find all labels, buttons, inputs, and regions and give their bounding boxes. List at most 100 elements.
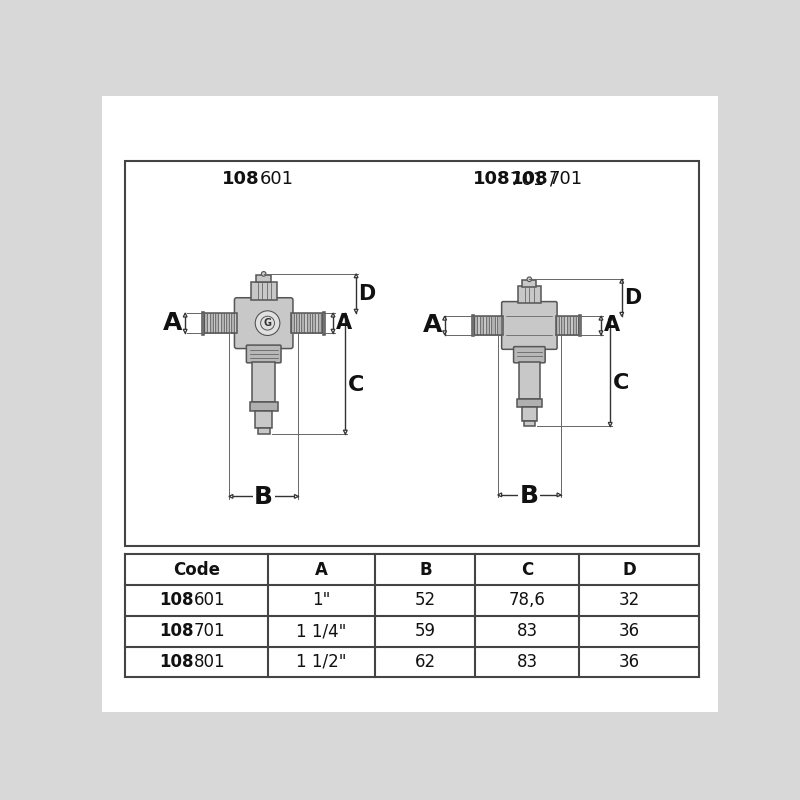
Polygon shape [442,331,446,334]
Bar [518,286,541,303]
Text: 108: 108 [159,591,194,610]
Bar [205,313,237,333]
Text: C: C [613,373,629,393]
Bar [290,313,294,333]
Bar [573,316,576,334]
Polygon shape [331,313,335,317]
Polygon shape [620,279,624,283]
Polygon shape [354,310,358,313]
Polygon shape [498,493,502,497]
Text: A: A [422,314,442,338]
Bar [290,313,323,333]
Bar [524,421,534,426]
Circle shape [527,277,532,282]
Polygon shape [608,316,612,320]
Bar [290,313,323,333]
Bar [555,316,578,334]
Polygon shape [608,422,612,426]
Text: A: A [315,561,328,578]
Bar [578,314,581,336]
Bar [258,428,270,434]
Bar [255,411,272,428]
Bar [307,313,310,333]
Bar [472,314,474,336]
Bar [256,274,271,282]
Bar [480,316,483,334]
Text: 78,6: 78,6 [509,591,546,610]
Text: A: A [336,313,352,333]
FancyBboxPatch shape [514,346,545,363]
Polygon shape [343,313,347,317]
Bar [226,313,229,333]
Bar [474,316,503,334]
Text: B: B [419,561,432,578]
Polygon shape [183,313,187,317]
Text: 83: 83 [517,622,538,640]
Bar [318,313,321,333]
Bar [517,398,542,407]
Circle shape [262,271,266,276]
Text: A: A [604,315,620,335]
Bar [210,313,213,333]
Text: 36: 36 [619,653,640,671]
Text: D: D [622,561,636,578]
Text: 108: 108 [159,653,194,671]
Bar [474,316,477,334]
Polygon shape [620,312,624,316]
Polygon shape [442,316,446,320]
Text: 52: 52 [415,591,436,610]
Text: 1": 1" [312,591,330,610]
Bar [252,362,275,402]
Bar [562,316,565,334]
Text: D: D [624,288,641,308]
FancyBboxPatch shape [234,298,293,349]
Bar [491,316,494,334]
Bar [221,313,223,333]
Text: 601: 601 [194,591,226,610]
Text: 701: 701 [549,170,582,188]
Text: 62: 62 [415,653,436,671]
Polygon shape [331,330,335,333]
Bar [555,316,558,334]
Polygon shape [229,494,233,498]
Bar [567,316,570,334]
Polygon shape [354,274,358,278]
Text: 601: 601 [260,170,294,188]
Bar [312,313,315,333]
Text: 701 /: 701 / [510,170,562,188]
Bar [498,316,501,334]
Text: Code: Code [173,561,220,578]
Text: 59: 59 [415,622,436,640]
Bar [302,313,304,333]
Text: A: A [163,311,182,335]
Text: B: B [520,484,539,508]
Circle shape [255,311,280,335]
Text: G: G [263,318,271,328]
Bar [125,162,698,546]
Bar [323,312,326,334]
Bar [205,313,237,333]
Text: C: C [522,561,534,578]
Bar [250,282,277,300]
Polygon shape [294,494,298,498]
Text: 108: 108 [159,622,194,640]
FancyBboxPatch shape [246,345,281,363]
Text: 83: 83 [517,653,538,671]
Text: 108: 108 [511,170,549,188]
Polygon shape [343,430,347,434]
Bar [250,402,278,411]
Polygon shape [599,316,603,320]
Bar [296,313,299,333]
Text: 32: 32 [619,591,640,610]
FancyBboxPatch shape [502,302,557,350]
Text: 1 1/2": 1 1/2" [296,653,346,671]
Bar [202,312,205,334]
Bar [205,313,207,333]
Bar [231,313,234,333]
Text: D: D [358,283,375,303]
Bar [486,316,489,334]
Bar [474,316,503,334]
Text: 801: 801 [194,653,226,671]
Polygon shape [183,330,187,333]
Polygon shape [599,331,603,334]
